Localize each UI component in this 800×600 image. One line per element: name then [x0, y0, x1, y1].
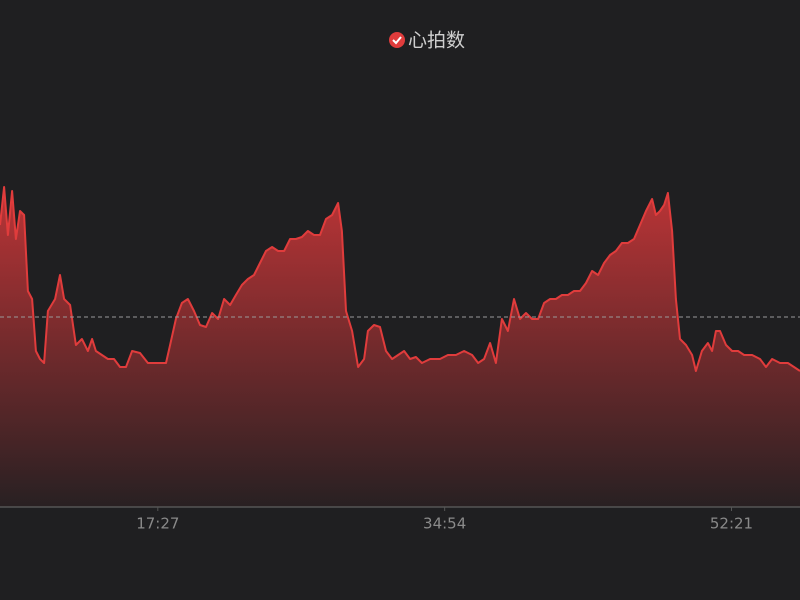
legend-icon — [389, 32, 405, 48]
legend-label: 心拍数 — [408, 30, 465, 52]
x-tick-label: 17:27 — [136, 515, 179, 533]
x-tick-label: 34:54 — [423, 515, 466, 533]
x-tick-label: 52:21 — [710, 515, 753, 533]
legend-check — [392, 36, 402, 45]
legend[interactable]: 心拍数 — [389, 30, 465, 52]
line — [0, 186, 800, 372]
area-fill — [0, 187, 800, 507]
